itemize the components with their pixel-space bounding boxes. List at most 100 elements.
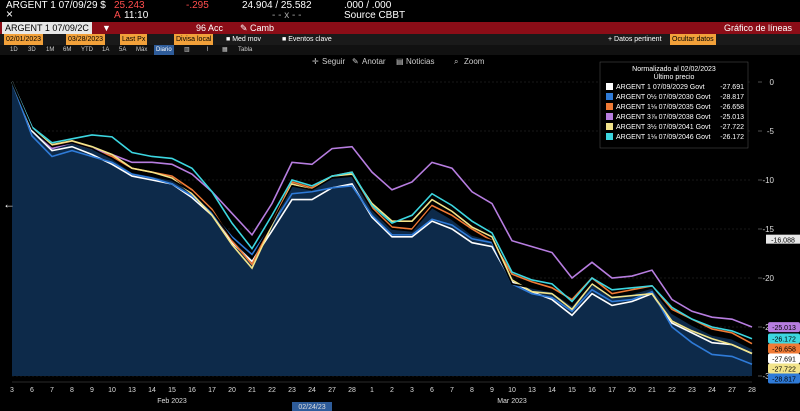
x-tick-label-14: 23 xyxy=(288,387,296,394)
legend-box xyxy=(599,61,749,149)
med-mov-toggle[interactable]: ■ Med mov xyxy=(226,34,261,45)
legend-name-5: ARGENT 1⅛ 07/09/2046 Govt xyxy=(616,134,710,141)
crosshair-value: -16.088 xyxy=(771,238,795,245)
x-tick-label-37: 28 xyxy=(748,387,756,394)
crosshair-value-box xyxy=(766,234,800,244)
acc-button[interactable]: 96 Acc xyxy=(196,22,223,34)
zoom-icon[interactable]: ⌕ xyxy=(454,57,458,66)
legend-value-5: -26.172 xyxy=(720,134,744,141)
y-tick-label-0: 0 xyxy=(770,78,775,87)
camb-icon: ✎ xyxy=(240,23,251,33)
y-tick-label-3: -15 xyxy=(762,225,774,234)
x-tick-label-29: 16 xyxy=(588,387,596,394)
end-tag-label-2: -26.658 xyxy=(772,346,796,353)
range-3d[interactable]: 3D xyxy=(28,47,36,53)
security-field[interactable]: ARGENT 1 07/09/2C xyxy=(2,22,92,34)
end-tag-label-4: -27.722 xyxy=(772,366,796,373)
end-tag-label-0: -27.691 xyxy=(772,356,796,363)
news-icon[interactable]: ▤ xyxy=(396,57,404,66)
start-date-input[interactable]: 02/01/2023 xyxy=(4,34,44,45)
back-arrow-icon[interactable]: ← xyxy=(3,197,15,211)
source-label: Source CBBT xyxy=(344,10,406,21)
range-5a[interactable]: 5A xyxy=(119,47,127,53)
legend-swatch-3 xyxy=(606,113,613,120)
x-tick-label-17: 28 xyxy=(348,387,356,394)
frequency-select[interactable]: Diario xyxy=(154,45,174,55)
x-tick-label-8: 15 xyxy=(168,387,176,394)
x-tick-label-19: 2 xyxy=(390,387,394,394)
med-mov-icon: ■ xyxy=(226,36,233,43)
ocultar-datos-button[interactable]: Ocultar datos xyxy=(670,34,716,45)
camb-button[interactable]: ✎ Camb xyxy=(240,22,274,34)
x-tick-label-20: 3 xyxy=(410,387,414,394)
datos-pertinent-toggle[interactable]: + Datos pertinent xyxy=(608,34,662,45)
legend-value-4: -27.722 xyxy=(720,124,744,131)
x-tick-label-13: 22 xyxy=(268,387,276,394)
legend-name-2: ARGENT 1⅛ 07/09/2035 Govt xyxy=(616,104,710,111)
end-tag-0 xyxy=(768,353,800,364)
chart-title: Gráfico de líneas xyxy=(724,23,793,33)
y-tick-label-4: -20 xyxy=(762,274,774,283)
eventos-toggle[interactable]: ■ Eventos clave xyxy=(282,34,332,45)
x-tick-label-33: 22 xyxy=(668,387,676,394)
range-1m[interactable]: 1M xyxy=(46,47,55,53)
y-tick-label-2: -10 xyxy=(762,176,774,185)
anotar-button[interactable]: Anotar xyxy=(362,57,386,66)
x-tick-label-35: 24 xyxy=(708,387,716,394)
zoom-button[interactable]: Zoom xyxy=(464,57,485,66)
seguir-button[interactable]: Seguir xyxy=(322,57,345,66)
legend-value-0: -27.691 xyxy=(720,84,744,91)
legend-swatch-1 xyxy=(606,93,613,100)
series-lines xyxy=(11,81,753,365)
x-tick-label-22: 7 xyxy=(450,387,454,394)
x-tick-label-6: 13 xyxy=(128,387,136,394)
close-icon[interactable]: × xyxy=(6,7,14,21)
line-chart[interactable]: 0-5-10-15-20-25-30 367891013141516172021… xyxy=(0,56,800,411)
plus-icon: + xyxy=(608,36,615,43)
range-max[interactable]: Máx xyxy=(136,47,148,53)
command-bar: ARGENT 1 07/09/2C ▼ 96 Acc ✎ Camb Gráfic… xyxy=(0,22,800,34)
x-tick-label-2: 7 xyxy=(50,387,54,394)
end-tag-label-1: -28.817 xyxy=(772,376,796,383)
x-tick-label-36: 27 xyxy=(728,387,736,394)
range-1d[interactable]: 1D xyxy=(10,47,18,53)
x-tick-label-1: 6 xyxy=(30,387,34,394)
range-1a[interactable]: 1A xyxy=(102,47,110,53)
range-ytd[interactable]: YTD xyxy=(81,47,93,53)
time-label: 11:10 xyxy=(124,10,149,21)
range-6m[interactable]: 6M xyxy=(63,47,72,53)
annotate-icon[interactable]: ✎ xyxy=(352,57,359,66)
field-select[interactable]: Last Px xyxy=(120,34,148,45)
x-tick-label-25: 10 xyxy=(508,387,516,394)
end-date-input[interactable]: 03/28/2023 xyxy=(66,34,106,45)
x-tick-label-21: 6 xyxy=(430,387,434,394)
legend-name-3: ARGENT 3⅞ 07/09/2038 Govt xyxy=(616,114,710,121)
noticias-button[interactable]: Noticias xyxy=(406,57,434,66)
legend-name-4: ARGENT 3½ 07/09/2041 Govt xyxy=(616,123,710,131)
x-tick-label-27: 14 xyxy=(548,387,556,394)
x-tick-label-16: 27 xyxy=(328,387,336,394)
line-chart-icon[interactable]: ⌇ xyxy=(206,47,209,53)
bar-chart-icon[interactable]: ▥ xyxy=(184,47,190,53)
chart-toolbar: ✛ Seguir ✎ Anotar ▤ Noticias ⌕ Zoom xyxy=(312,57,485,66)
acc-label: Acc xyxy=(208,23,224,33)
acc-icon: 96 xyxy=(196,23,209,33)
dropdown-icon[interactable]: ▼ xyxy=(102,23,111,33)
follow-icon[interactable]: ✛ xyxy=(312,57,319,66)
x-tick-label-30: 17 xyxy=(608,387,616,394)
currency-select[interactable]: Divisa local xyxy=(174,34,214,45)
series-line-1 xyxy=(11,81,753,365)
ticker-label: ARGENT 1 07/09/29 $ xyxy=(6,0,106,11)
dashes: - - x - - xyxy=(272,10,302,21)
crosshair-date: 02/24/23 xyxy=(298,404,325,411)
legend: Normalizado al 02/02/2023 Último precio … xyxy=(599,61,749,149)
grid-icon[interactable]: ▦ xyxy=(222,47,228,53)
end-tag-3 xyxy=(768,322,800,333)
datos-pertinent-label: Datos pertinent xyxy=(614,36,662,43)
x-tick-label-26: 13 xyxy=(528,387,536,394)
end-value-tags: -25.013 -26.172 -26.658 -27.691 -27.722 -28.8… xyxy=(768,322,800,384)
camb-label: Camb xyxy=(250,23,275,33)
table-button[interactable]: Tabla xyxy=(238,47,253,53)
security-header: ARGENT 1 07/09/29 $ 25.243 -.295 24.904 … xyxy=(0,0,800,22)
end-tag-2 xyxy=(768,343,800,354)
